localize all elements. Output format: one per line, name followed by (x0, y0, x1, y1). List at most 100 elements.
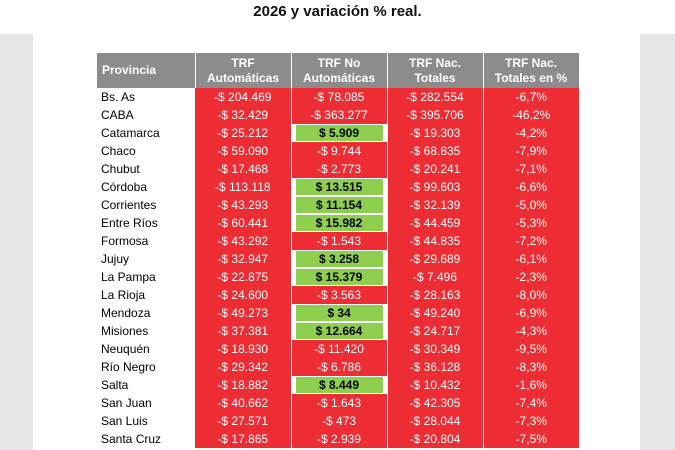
cell-trf-nac-totales: -$ 20.804 (387, 430, 484, 448)
cell-provincia: Jujuy (97, 250, 195, 268)
cell-provincia: Entre Ríos (97, 214, 195, 232)
header-line: TRF (231, 55, 255, 70)
cell-provincia: Córdoba (97, 178, 195, 196)
cell-trf-nac-totales-pct: -8,0% (483, 286, 579, 304)
cell-trf-nac-totales: -$ 36.128 (387, 358, 484, 376)
header-line: TRF Nac. (504, 55, 557, 70)
cell-trf-nac-totales-pct: -5,0% (483, 196, 579, 214)
cell-trf-nac-totales-pct: -8,3% (483, 358, 579, 376)
cell-provincia: Corrientes (97, 196, 195, 214)
table-row: Córdoba -$ 113.118 $ 13.515 -$ 99.603 -6,6% (97, 178, 579, 196)
cell-trf-nac-totales-pct: -9,5% (483, 340, 579, 358)
cell-trf-automaticas: -$ 60.441 (195, 214, 292, 232)
cell-trf-automaticas: -$ 18.882 (195, 376, 292, 394)
cell-trf-nac-totales-pct: -1,6% (483, 376, 579, 394)
cell-trf-no-automaticas: $ 15.982 (291, 214, 388, 232)
table-row: Mendoza -$ 49.273 $ 34 -$ 49.240 -6,9% (97, 304, 579, 322)
cell-trf-no-automaticas: $ 11.154 (291, 196, 388, 214)
cell-trf-automaticas: -$ 43.292 (195, 232, 292, 250)
cell-trf-nac-totales: -$ 10.432 (387, 376, 484, 394)
cell-trf-nac-totales: -$ 42.305 (387, 394, 484, 412)
cell-trf-no-automaticas: -$ 2.773 (291, 160, 388, 178)
header-line: Automáticas (206, 70, 280, 85)
positive-value: $ 3.258 (295, 251, 383, 267)
cell-trf-nac-totales-pct: -7,2% (483, 232, 579, 250)
top-band (0, 0, 675, 34)
header-trf-nac-totales: TRF Nac. Totales (387, 53, 484, 88)
cell-trf-automaticas: -$ 25.212 (195, 124, 292, 142)
cell-trf-nac-totales: -$ 20.241 (387, 160, 484, 178)
cell-trf-no-automaticas: $ 13.515 (291, 178, 388, 196)
cell-trf-no-automaticas: -$ 473 (291, 412, 388, 430)
header-provincia: Provincia (97, 53, 196, 88)
cell-trf-nac-totales-pct: -46,2% (483, 106, 579, 124)
cell-trf-no-automaticas: -$ 1.643 (291, 394, 388, 412)
cell-provincia: La Pampa (97, 268, 195, 286)
table-row: La Rioja -$ 24.600 -$ 3.563 -$ 28.163 -8,0% (97, 286, 579, 304)
table-row: La Pampa -$ 22.875 $ 15.379 -$ 7.496 -2,3% (97, 268, 579, 286)
cell-trf-no-automaticas: -$ 1.543 (291, 232, 388, 250)
cell-provincia: Formosa (97, 232, 195, 250)
table-row: Formosa -$ 43.292 -$ 1.543 -$ 44.835 -7,2% (97, 232, 579, 250)
table-row: Río Negro -$ 29.342 -$ 6.786 -$ 36.128 -8,3% (97, 358, 579, 376)
table-row: Catamarca -$ 25.212 $ 5.909 -$ 19.303 -4,2% (97, 124, 579, 142)
cell-provincia: Río Negro (97, 358, 195, 376)
positive-value: $ 13.515 (295, 179, 383, 195)
cell-trf-automaticas: -$ 204.469 (195, 88, 292, 106)
positive-value: $ 15.379 (295, 269, 383, 285)
table-row: Jujuy -$ 32.947 $ 3.258 -$ 29.689 -6,1% (97, 250, 579, 268)
cell-trf-automaticas: -$ 27.571 (195, 412, 292, 430)
header-line: Totales en % (494, 70, 568, 85)
table-row: Neuquén -$ 18.930 -$ 11.420 -$ 30.349 -9,5% (97, 340, 579, 358)
cell-trf-nac-totales-pct: -6,7% (483, 88, 579, 106)
cell-trf-no-automaticas: $ 34 (291, 304, 388, 322)
cell-trf-nac-totales: -$ 99.603 (387, 178, 484, 196)
cell-trf-automaticas: -$ 113.118 (195, 178, 292, 196)
cell-trf-automaticas: -$ 40.662 (195, 394, 292, 412)
cell-trf-automaticas: -$ 18.930 (195, 340, 292, 358)
cell-provincia: Salta (97, 376, 195, 394)
positive-value: $ 8.449 (295, 377, 383, 393)
cell-trf-nac-totales-pct: -2,3% (483, 268, 579, 286)
header-trf-no-automaticas: TRF No Automáticas (291, 53, 388, 88)
cell-trf-nac-totales: -$ 19.303 (387, 124, 484, 142)
cell-trf-nac-totales: -$ 28.163 (387, 286, 484, 304)
document-sheet: Provincia TRF Automáticas TRF No Automát… (33, 34, 640, 450)
header-line: TRF Nac. (408, 55, 461, 70)
cell-trf-no-automaticas: -$ 3.563 (291, 286, 388, 304)
cell-trf-nac-totales-pct: -7,5% (483, 430, 579, 448)
cell-trf-automaticas: -$ 32.947 (195, 250, 292, 268)
table-header-row: Provincia TRF Automáticas TRF No Automát… (97, 53, 580, 88)
table-row: Salta -$ 18.882 $ 8.449 -$ 10.432 -1,6% (97, 376, 579, 394)
positive-value: $ 34 (295, 305, 383, 321)
cell-trf-automaticas: -$ 37.381 (195, 322, 292, 340)
cell-trf-nac-totales-pct: -6,9% (483, 304, 579, 322)
cell-trf-nac-totales: -$ 29.689 (387, 250, 484, 268)
positive-value: $ 15.982 (295, 215, 383, 231)
cell-trf-no-automaticas: $ 5.909 (291, 124, 388, 142)
table-row: Bs. As -$ 204.469 -$ 78.085 -$ 282.554 -6,7% (97, 88, 579, 106)
cell-trf-automaticas: -$ 49.273 (195, 304, 292, 322)
cell-trf-nac-totales: -$ 24.717 (387, 322, 484, 340)
cell-trf-no-automaticas: -$ 363.277 (291, 106, 388, 124)
cell-provincia: San Juan (97, 394, 195, 412)
table-row: Chaco -$ 59.090 -$ 9.744 -$ 68.835 -7,9% (97, 142, 579, 160)
cell-trf-no-automaticas: -$ 78.085 (291, 88, 388, 106)
table-row: San Luis -$ 27.571 -$ 473 -$ 28.044 -7,3% (97, 412, 579, 430)
header-line: TRF No (317, 55, 361, 70)
cell-trf-nac-totales-pct: -7,1% (483, 160, 579, 178)
cell-provincia: Neuquén (97, 340, 195, 358)
cell-trf-nac-totales: -$ 44.835 (387, 232, 484, 250)
cell-provincia: Catamarca (97, 124, 195, 142)
cell-trf-automaticas: -$ 59.090 (195, 142, 292, 160)
cell-provincia: Chaco (97, 142, 195, 160)
cell-trf-nac-totales: -$ 395.706 (387, 106, 484, 124)
cell-provincia: Chubut (97, 160, 195, 178)
cell-trf-no-automaticas: $ 8.449 (291, 376, 388, 394)
cell-trf-nac-totales: -$ 7.496 (387, 268, 484, 286)
cell-trf-nac-totales-pct: -7,9% (483, 142, 579, 160)
cell-trf-nac-totales: -$ 282.554 (387, 88, 484, 106)
table-row: CABA -$ 32.429 -$ 363.277 -$ 395.706 -46,2% (97, 106, 579, 124)
header-trf-nac-totales-pct: TRF Nac. Totales en % (483, 53, 580, 88)
header-line: Totales (414, 70, 456, 85)
